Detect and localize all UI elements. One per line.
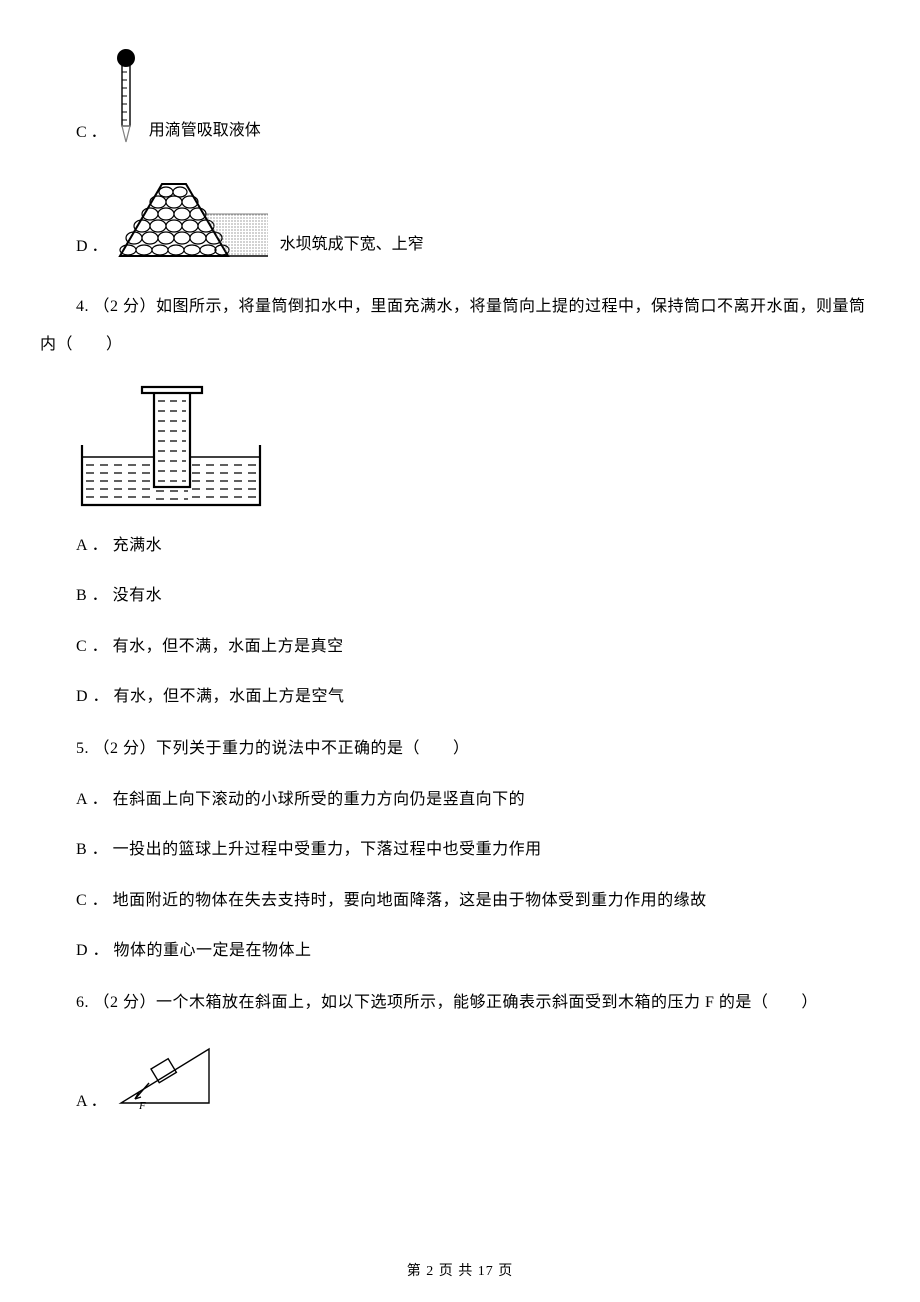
q4-stem-line1: 4. （2 分）如图所示，将量筒倒扣水中，里面充满水，将量筒向上提的过程中，保持… [40, 288, 880, 326]
q3-optc-prefix: C ． [40, 118, 107, 144]
q4-option-b: B ． 没有水 [40, 577, 880, 615]
q3-figd-dam-icon [114, 178, 270, 258]
q4-stem-line2: 内（ ） [40, 326, 880, 364]
q3-option-c-row: C ． 用滴管吸取液体 [40, 48, 880, 144]
q3-optc-text: 用滴管吸取液体 [149, 116, 261, 144]
q4-option-d: D ． 有水，但不满，水面上方是空气 [40, 678, 880, 716]
q4-figure [40, 383, 880, 509]
q5-option-a: A ． 在斜面上向下滚动的小球所受的重力方向仍是竖直向下的 [40, 781, 880, 819]
q5-option-c: C ． 地面附近的物体在失去支持时，要向地面降落，这是由于物体受到重力作用的缘故 [40, 882, 880, 920]
q6-stem: 6. （2 分）一个木箱放在斜面上，如以下选项所示，能够正确表示斜面受到木箱的压… [40, 984, 880, 1022]
q6-figa-incline-icon: F [115, 1041, 215, 1111]
q3-optd-prefix: D ． [40, 232, 108, 258]
q4-option-c: C ． 有水，但不满，水面上方是真空 [40, 628, 880, 666]
q6-option-a-row: A ． F [40, 1041, 880, 1111]
q6-figa-label: F [138, 1100, 146, 1111]
q5-stem: 5. （2 分）下列关于重力的说法中不正确的是（ ） [40, 730, 880, 768]
q5-option-d: D ． 物体的重心一定是在物体上 [40, 932, 880, 970]
q6-opta-prefix: A ． [76, 1087, 107, 1111]
q3-option-d-row: D ． [40, 178, 880, 258]
q3-optd-text: 水坝筑成下宽、上窄 [280, 230, 424, 258]
q5-option-b: B ． 一投出的篮球上升过程中受重力，下落过程中也受重力作用 [40, 831, 880, 869]
q4-option-a: A ． 充满水 [40, 527, 880, 565]
page-footer: 第 2 页 共 17 页 [0, 1260, 920, 1280]
q3-figc-dropper-icon [113, 48, 139, 144]
page-container: C ． 用滴管吸取液体 D ． [0, 0, 920, 1302]
